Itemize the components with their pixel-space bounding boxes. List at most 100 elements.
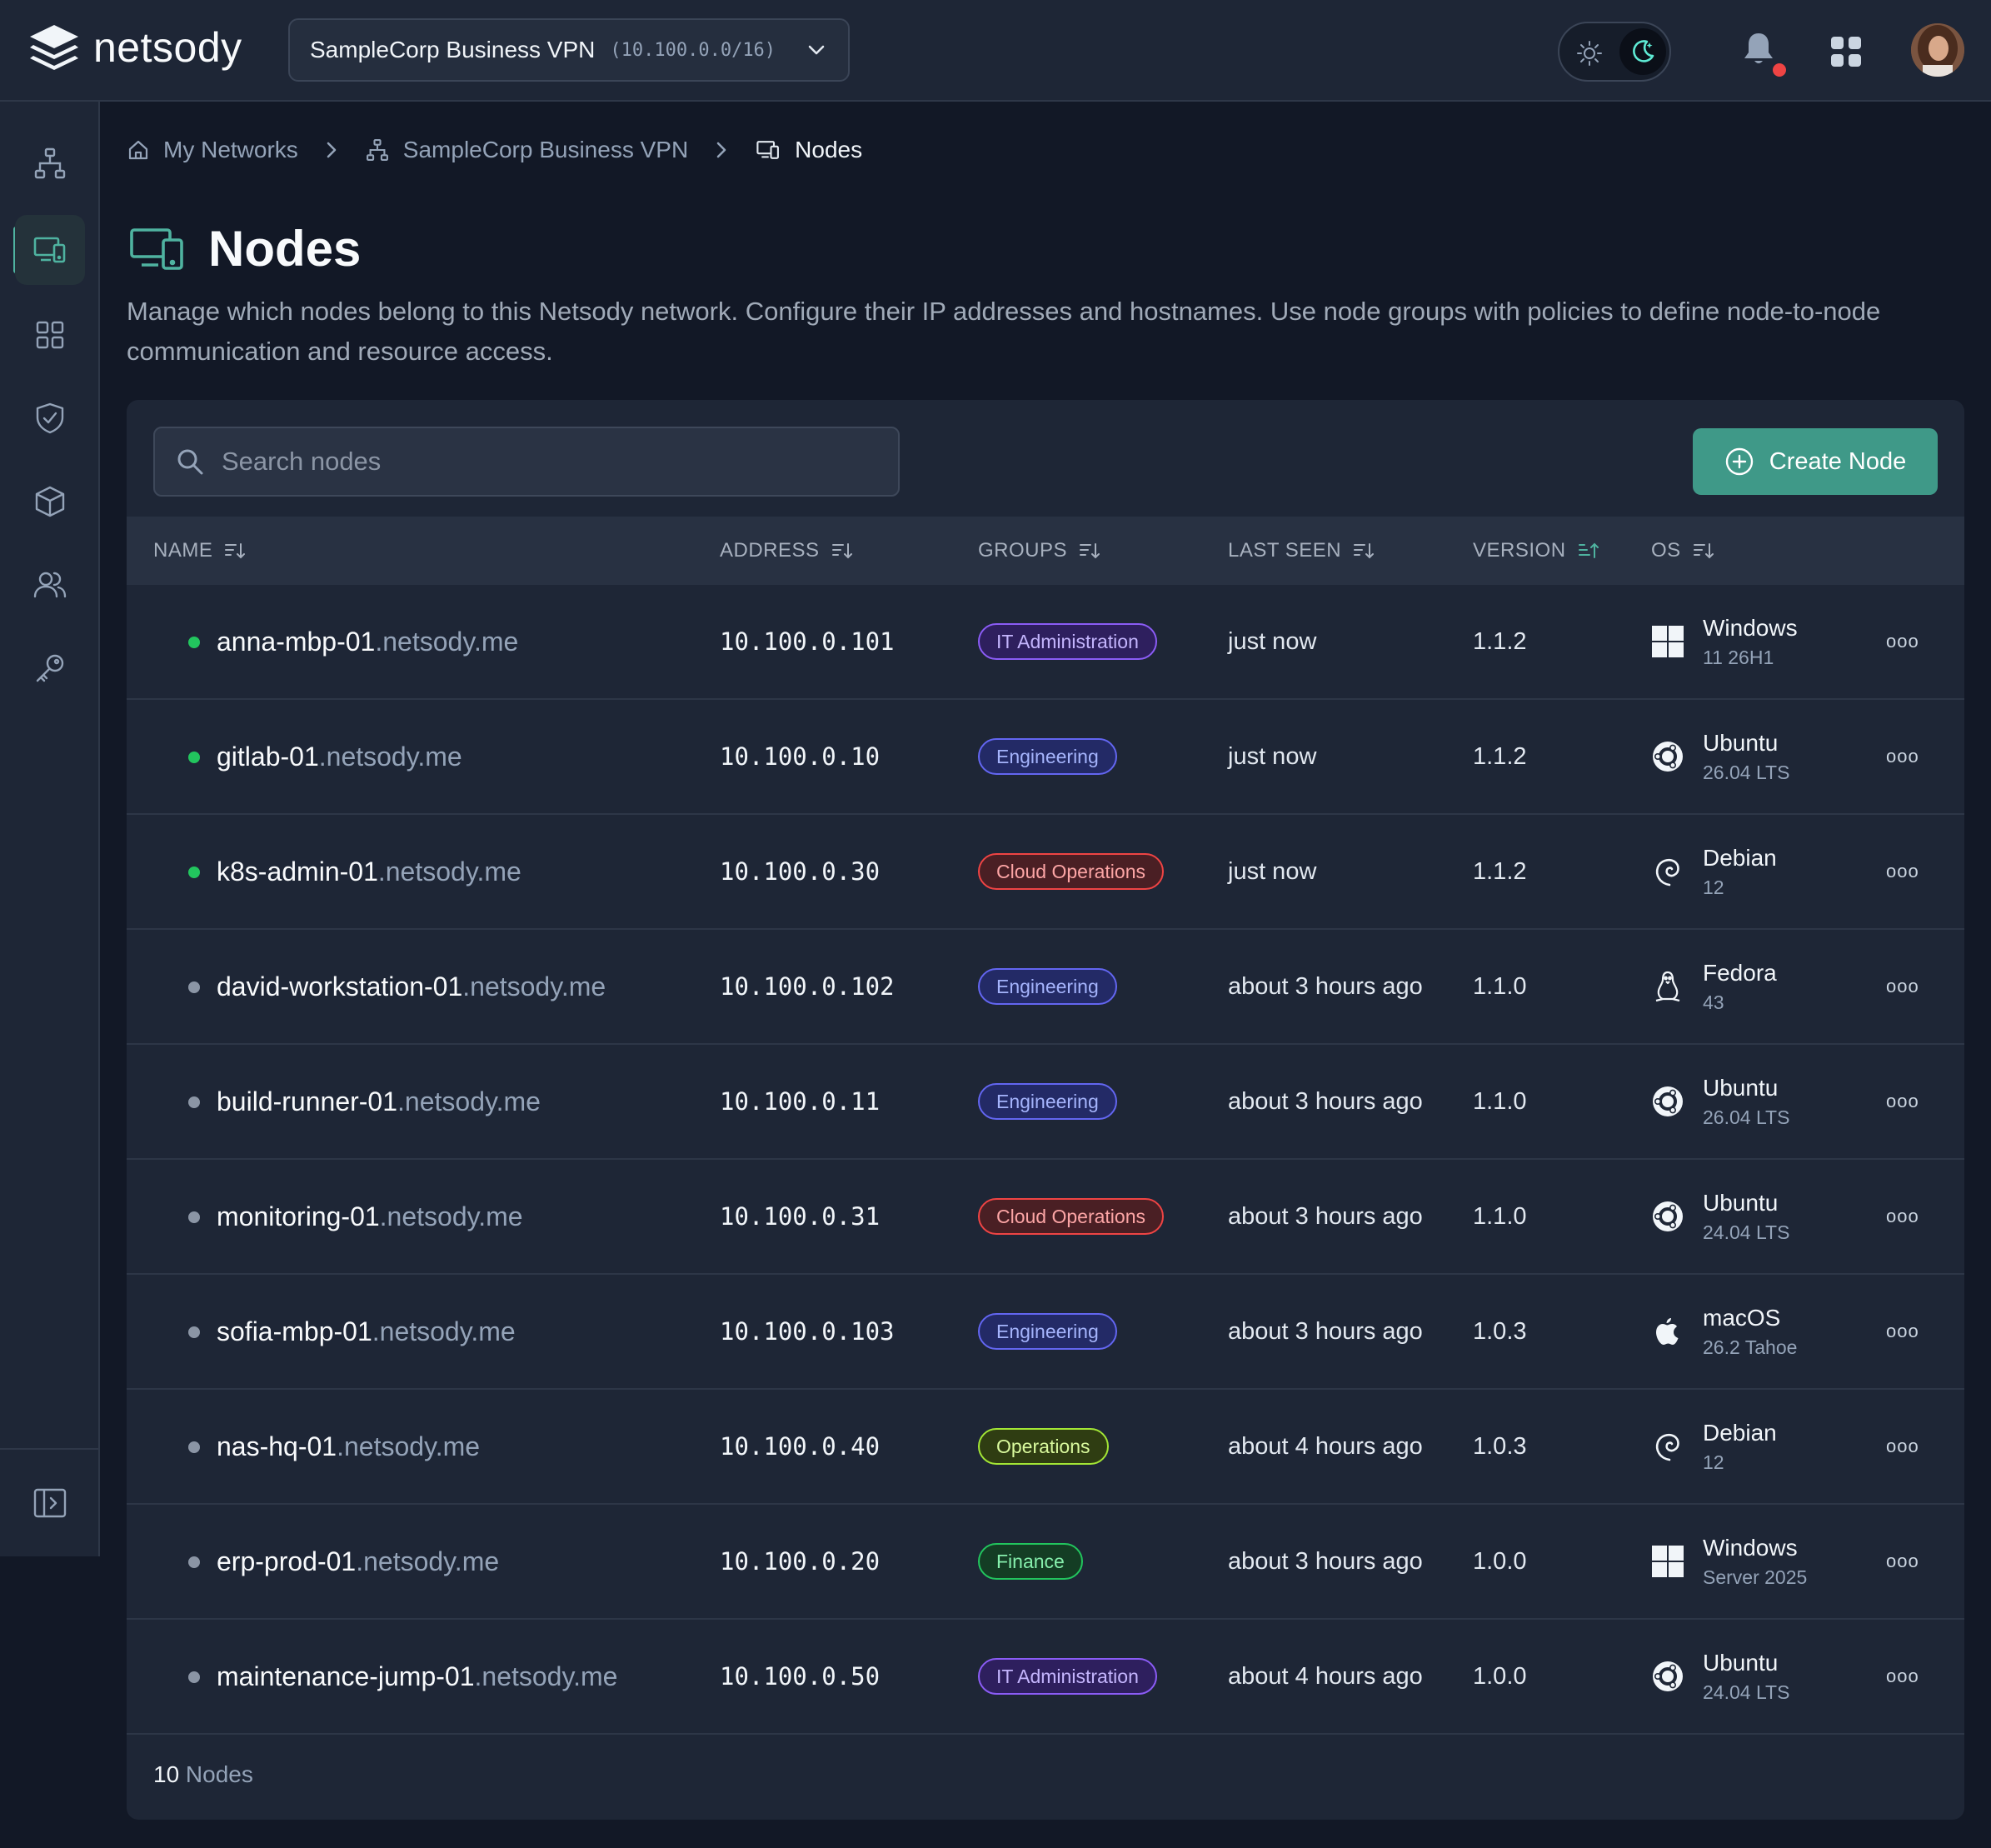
breadcrumb-label: SampleCorp Business VPN bbox=[402, 137, 689, 162]
sidebar-collapse-button[interactable] bbox=[15, 1468, 85, 1538]
brand-logo[interactable]: netsody bbox=[27, 22, 242, 73]
os-name: Debian bbox=[1703, 1419, 1777, 1446]
group-badge[interactable]: IT Administration bbox=[978, 623, 1157, 660]
node-os: Ubuntu 24.04 LTS bbox=[1648, 1160, 1789, 1273]
table-row[interactable]: anna-mbp-01 .netsody.me 10.100.0.101 IT A… bbox=[127, 585, 1964, 700]
row-actions-button[interactable]: ooo bbox=[1886, 1206, 1919, 1226]
network-selector[interactable]: SampleCorp Business VPN (10.100.0.0/16) bbox=[288, 18, 850, 82]
node-groups: Engineering bbox=[978, 1045, 1117, 1158]
table-row[interactable]: sofia-mbp-01 .netsody.me 10.100.0.103 Eng… bbox=[127, 1275, 1964, 1390]
group-badge[interactable]: IT Administration bbox=[978, 1658, 1157, 1695]
table-row[interactable]: nas-hq-01 .netsody.me 10.100.0.40 Operati… bbox=[127, 1390, 1964, 1505]
network-selector-cidr: (10.100.0.0/16) bbox=[610, 39, 776, 61]
node-name[interactable]: build-runner-01 .netsody.me bbox=[217, 1045, 541, 1158]
sort-icon bbox=[831, 541, 853, 561]
top-bar: netsody SampleCorp Business VPN (10.100.… bbox=[0, 0, 1991, 102]
node-name[interactable]: anna-mbp-01 .netsody.me bbox=[217, 585, 518, 698]
row-actions-button[interactable]: ooo bbox=[1886, 1321, 1919, 1341]
row-actions-button[interactable]: ooo bbox=[1886, 1666, 1919, 1686]
table-row[interactable]: k8s-admin-01 .netsody.me 10.100.0.30 Clou… bbox=[127, 815, 1964, 930]
group-badge[interactable]: Engineering bbox=[978, 1313, 1117, 1350]
node-name[interactable]: gitlab-01 .netsody.me bbox=[217, 700, 462, 813]
table-row[interactable]: david-workstation-01 .netsody.me 10.100.0… bbox=[127, 930, 1964, 1045]
row-actions-button[interactable]: ooo bbox=[1886, 1091, 1919, 1111]
sidebar-item-groups[interactable] bbox=[15, 300, 85, 370]
os-name: Debian bbox=[1703, 844, 1777, 871]
node-groups: Finance bbox=[978, 1505, 1083, 1618]
apps-grid-icon[interactable] bbox=[1829, 35, 1863, 68]
group-badge[interactable]: Operations bbox=[978, 1428, 1109, 1465]
table-row[interactable]: erp-prod-01 .netsody.me 10.100.0.20 Finan… bbox=[127, 1505, 1964, 1620]
breadcrumb-my-networks[interactable]: My Networks bbox=[127, 137, 298, 163]
node-hostname: maintenance-jump-01 bbox=[217, 1661, 475, 1691]
column-header-os[interactable]: OS bbox=[1651, 517, 1714, 585]
moon-icon[interactable] bbox=[1619, 28, 1666, 75]
group-badge[interactable]: Engineering bbox=[978, 968, 1117, 1005]
node-domain: .netsody.me bbox=[474, 1661, 618, 1691]
table-footer: 10 Nodes bbox=[153, 1761, 253, 1788]
sidebar-item-keys[interactable] bbox=[15, 633, 85, 703]
column-header-last-seen[interactable]: LAST SEEN bbox=[1228, 517, 1375, 585]
column-header-address[interactable]: ADDRESS bbox=[720, 517, 853, 585]
row-actions-button[interactable]: ooo bbox=[1886, 746, 1919, 767]
node-name[interactable]: monitoring-01 .netsody.me bbox=[217, 1160, 523, 1273]
node-name[interactable]: maintenance-jump-01 .netsody.me bbox=[217, 1620, 617, 1733]
bell-icon[interactable] bbox=[1739, 30, 1778, 68]
node-address: 10.100.0.31 bbox=[720, 1202, 881, 1231]
node-os: Debian 12 bbox=[1648, 815, 1777, 928]
group-badge[interactable]: Cloud Operations bbox=[978, 1198, 1164, 1235]
group-badge[interactable]: Engineering bbox=[978, 1083, 1117, 1120]
debian-icon bbox=[1648, 852, 1688, 892]
row-actions-button[interactable]: ooo bbox=[1886, 1436, 1919, 1456]
node-name[interactable]: nas-hq-01 .netsody.me bbox=[217, 1390, 480, 1503]
node-name[interactable]: sofia-mbp-01 .netsody.me bbox=[217, 1275, 516, 1388]
sun-icon[interactable] bbox=[1576, 40, 1603, 67]
node-groups: Cloud Operations bbox=[978, 815, 1164, 928]
group-badge[interactable]: Finance bbox=[978, 1543, 1083, 1580]
os-name: Windows bbox=[1703, 614, 1798, 641]
node-hostname: erp-prod-01 bbox=[217, 1546, 357, 1576]
sidebar-item-users[interactable] bbox=[15, 550, 85, 620]
sidebar-item-networks[interactable] bbox=[15, 128, 85, 198]
sidebar-toggle-icon bbox=[32, 1487, 67, 1519]
column-header-version[interactable]: VERSION bbox=[1473, 517, 1599, 585]
status-dot bbox=[188, 1556, 200, 1568]
sidebar-item-resources[interactable] bbox=[15, 467, 85, 537]
node-name[interactable]: erp-prod-01 .netsody.me bbox=[217, 1505, 499, 1618]
ubuntu-icon bbox=[1648, 1656, 1688, 1696]
table-row[interactable]: maintenance-jump-01 .netsody.me 10.100.0.… bbox=[127, 1620, 1964, 1735]
node-domain: .netsody.me bbox=[318, 741, 462, 772]
node-hostname: nas-hq-01 bbox=[217, 1431, 337, 1461]
column-header-name[interactable]: NAME bbox=[153, 517, 246, 585]
row-actions-button[interactable]: ooo bbox=[1886, 976, 1919, 996]
column-label: VERSION bbox=[1473, 539, 1566, 562]
node-version: 1.1.2 bbox=[1473, 857, 1527, 885]
node-name[interactable]: k8s-admin-01 .netsody.me bbox=[217, 815, 521, 928]
search-input[interactable]: Search nodes bbox=[153, 427, 900, 497]
breadcrumb-network[interactable]: SampleCorp Business VPN bbox=[365, 137, 688, 163]
row-actions-button[interactable]: ooo bbox=[1886, 631, 1919, 652]
devices-icon bbox=[128, 225, 187, 273]
theme-toggle[interactable] bbox=[1558, 22, 1671, 82]
page-header: Nodes bbox=[128, 220, 361, 277]
table-row[interactable]: monitoring-01 .netsody.me 10.100.0.31 Clo… bbox=[127, 1160, 1964, 1275]
row-actions-button[interactable]: ooo bbox=[1886, 861, 1919, 882]
table-row[interactable]: gitlab-01 .netsody.me 10.100.0.10 Enginee… bbox=[127, 700, 1964, 815]
node-groups: IT Administration bbox=[978, 1620, 1157, 1733]
node-name[interactable]: david-workstation-01 .netsody.me bbox=[217, 930, 606, 1043]
sidebar-item-policies[interactable] bbox=[15, 383, 85, 453]
group-badge[interactable]: Engineering bbox=[978, 738, 1117, 775]
node-last-seen: about 3 hours ago bbox=[1228, 1202, 1423, 1230]
sidebar-item-nodes[interactable] bbox=[15, 215, 85, 285]
column-header-groups[interactable]: GROUPS bbox=[978, 517, 1100, 585]
node-address: 10.100.0.30 bbox=[720, 857, 881, 886]
table-row[interactable]: build-runner-01 .netsody.me 10.100.0.11 E… bbox=[127, 1045, 1964, 1160]
group-badge[interactable]: Cloud Operations bbox=[978, 853, 1164, 890]
sidebar bbox=[0, 102, 100, 1556]
user-avatar[interactable] bbox=[1911, 23, 1964, 77]
create-node-button[interactable]: Create Node bbox=[1693, 428, 1938, 495]
os-name: Ubuntu bbox=[1703, 729, 1779, 756]
row-actions-button[interactable]: ooo bbox=[1886, 1551, 1919, 1571]
node-groups: Cloud Operations bbox=[978, 1160, 1164, 1273]
status-dot bbox=[188, 752, 200, 763]
